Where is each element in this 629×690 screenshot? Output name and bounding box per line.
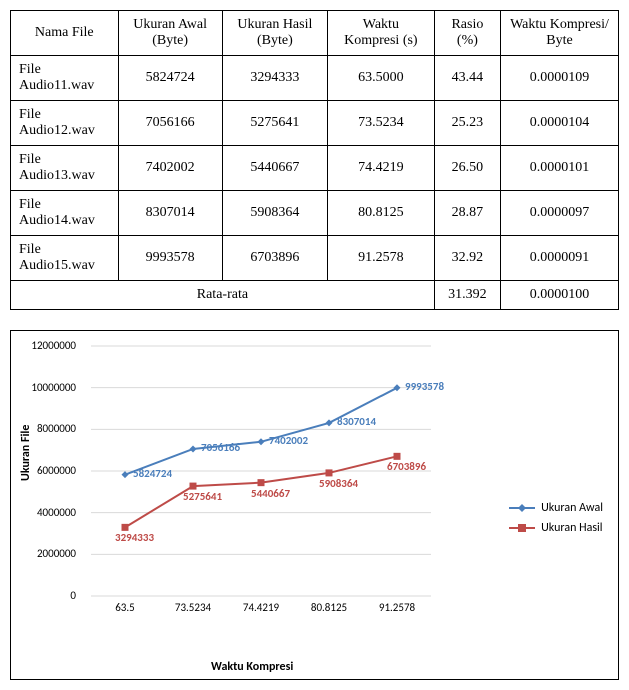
col-rasio: Rasio (%) bbox=[434, 11, 500, 56]
legend: Ukuran Awal Ukuran Hasil bbox=[509, 501, 603, 541]
table-cell: 0.0000104 bbox=[501, 101, 619, 146]
compression-table: Nama File Ukuran Awal (Byte) Ukuran Hasi… bbox=[10, 10, 619, 310]
col-hasil: Ukuran Hasil (Byte) bbox=[222, 11, 327, 56]
plot-area bbox=[81, 341, 441, 621]
data-label: 6703896 bbox=[387, 460, 426, 473]
table-cell: File Audio11.wav bbox=[11, 56, 119, 101]
table-cell: 63.5000 bbox=[327, 56, 434, 101]
table-row: File Audio14.wav8307014590836480.812528.… bbox=[11, 191, 619, 236]
y-tick-label: 12000000 bbox=[26, 339, 76, 352]
x-tick-label: 74.4219 bbox=[236, 601, 286, 614]
table-cell: 6703896 bbox=[222, 236, 327, 281]
table-cell: 5824724 bbox=[118, 56, 222, 101]
col-nama: Nama File bbox=[11, 11, 119, 56]
table-cell: File Audio14.wav bbox=[11, 191, 119, 236]
chart-container: Ukuran File Waktu Kompresi 0200000040000… bbox=[10, 330, 619, 680]
col-wkb: Waktu Kompresi/ Byte bbox=[501, 11, 619, 56]
table-cell: 73.5234 bbox=[327, 101, 434, 146]
y-tick-label: 8000000 bbox=[26, 422, 76, 435]
data-label: 7402002 bbox=[269, 434, 308, 447]
x-tick-label: 73.5234 bbox=[168, 601, 218, 614]
table-cell: File Audio12.wav bbox=[11, 101, 119, 146]
y-tick-label: 2000000 bbox=[26, 547, 76, 560]
legend-item-awal: Ukuran Awal bbox=[509, 501, 603, 515]
table-cell: 5908364 bbox=[222, 191, 327, 236]
table-cell: 28.87 bbox=[434, 191, 500, 236]
footer-wkb: 0.0000100 bbox=[501, 281, 619, 310]
table-cell: File Audio15.wav bbox=[11, 236, 119, 281]
table-cell: 5440667 bbox=[222, 146, 327, 191]
data-label: 8307014 bbox=[337, 415, 376, 428]
data-label: 3294333 bbox=[115, 531, 154, 544]
table-cell: 25.23 bbox=[434, 101, 500, 146]
chart-svg bbox=[81, 341, 441, 621]
table-cell: 0.0000101 bbox=[501, 146, 619, 191]
footer-label: Rata-rata bbox=[11, 281, 435, 310]
table-cell: 26.50 bbox=[434, 146, 500, 191]
legend-label-hasil: Ukuran Hasil bbox=[541, 521, 602, 535]
x-tick-label: 80.8125 bbox=[304, 601, 354, 614]
data-label: 9993578 bbox=[405, 380, 444, 393]
footer-rasio: 31.392 bbox=[434, 281, 500, 310]
table-cell: 9993578 bbox=[118, 236, 222, 281]
table-cell: 8307014 bbox=[118, 191, 222, 236]
x-tick-label: 91.2578 bbox=[372, 601, 422, 614]
data-label: 5824724 bbox=[133, 467, 172, 480]
col-waktu: Waktu Kompresi (s) bbox=[327, 11, 434, 56]
table-cell: 91.2578 bbox=[327, 236, 434, 281]
data-label: 5908364 bbox=[319, 477, 358, 490]
table-cell: 5275641 bbox=[222, 101, 327, 146]
legend-item-hasil: Ukuran Hasil bbox=[509, 521, 603, 535]
table-cell: 0.0000109 bbox=[501, 56, 619, 101]
table-cell: 74.4219 bbox=[327, 146, 434, 191]
table-row: File Audio15.wav9993578670389691.257832.… bbox=[11, 236, 619, 281]
y-tick-label: 10000000 bbox=[26, 381, 76, 394]
legend-label-awal: Ukuran Awal bbox=[541, 501, 603, 515]
table-cell: File Audio13.wav bbox=[11, 146, 119, 191]
table-row: File Audio13.wav7402002544066774.421926.… bbox=[11, 146, 619, 191]
table-row: File Audio11.wav5824724329433363.500043.… bbox=[11, 56, 619, 101]
table-cell: 0.0000097 bbox=[501, 191, 619, 236]
table-cell: 7056166 bbox=[118, 101, 222, 146]
table-cell: 43.44 bbox=[434, 56, 500, 101]
y-tick-label: 0 bbox=[26, 589, 76, 602]
data-label: 7056166 bbox=[201, 441, 240, 454]
x-axis-label: Waktu Kompresi bbox=[211, 660, 293, 674]
data-label: 5275641 bbox=[183, 490, 222, 503]
y-tick-label: 6000000 bbox=[26, 464, 76, 477]
table-cell: 3294333 bbox=[222, 56, 327, 101]
table-header-row: Nama File Ukuran Awal (Byte) Ukuran Hasi… bbox=[11, 11, 619, 56]
data-label: 5440667 bbox=[251, 487, 290, 500]
table-cell: 7402002 bbox=[118, 146, 222, 191]
x-tick-label: 63.5 bbox=[100, 601, 150, 614]
table-footer-row: Rata-rata 31.392 0.0000100 bbox=[11, 281, 619, 310]
table-cell: 80.8125 bbox=[327, 191, 434, 236]
table-cell: 0.0000091 bbox=[501, 236, 619, 281]
col-awal: Ukuran Awal (Byte) bbox=[118, 11, 222, 56]
table-row: File Audio12.wav7056166527564173.523425.… bbox=[11, 101, 619, 146]
table-cell: 32.92 bbox=[434, 236, 500, 281]
y-tick-label: 4000000 bbox=[26, 506, 76, 519]
